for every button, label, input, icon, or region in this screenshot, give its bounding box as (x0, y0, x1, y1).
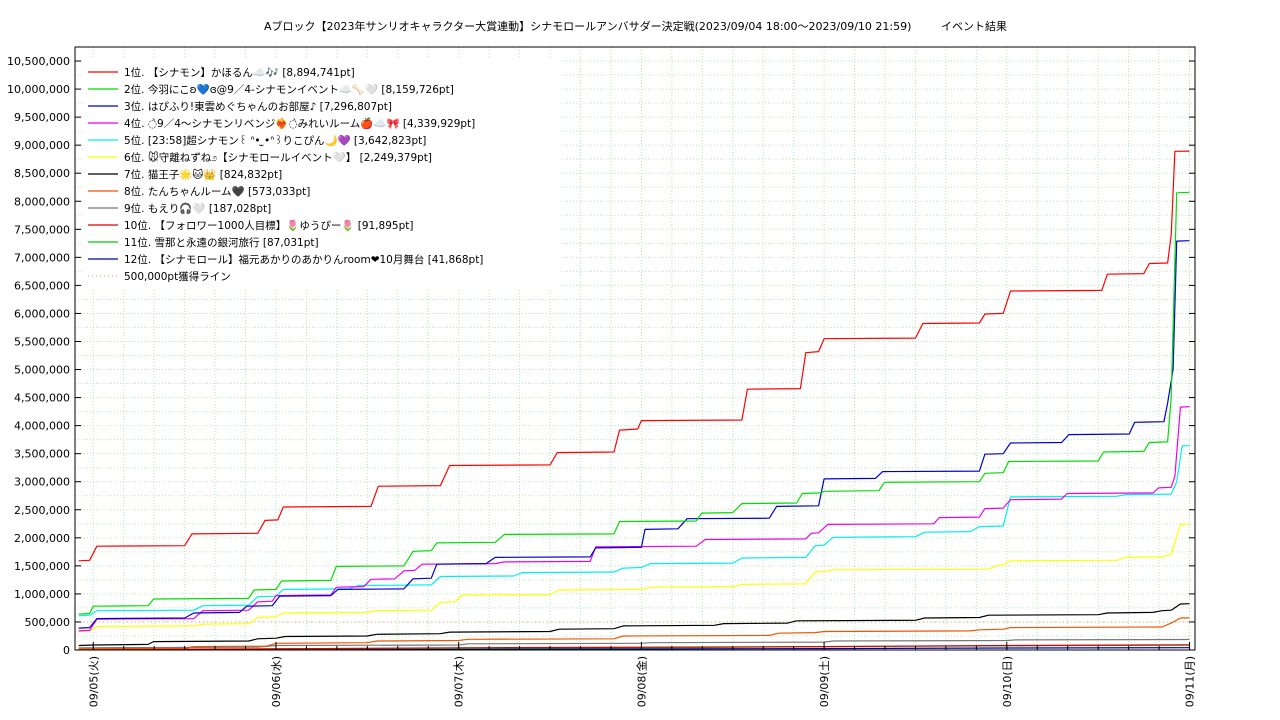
series-line (78, 150, 1190, 562)
series-line (78, 445, 1190, 617)
y-tick-label: 4,000,000 (14, 420, 70, 433)
legend-entry: 1位. 【シナモン】かほるん☁️🎶 [8,894,741pt] (124, 66, 355, 79)
chart-subtitle: イベント結果 (941, 19, 1007, 33)
x-tick-label: 09/06(水) (270, 656, 283, 707)
series-line (78, 638, 1190, 649)
series-line (78, 406, 1190, 632)
legend-entry: 6位. 🐭守離ねずね೨【シナモロールイベント🤍】 [2,249,379pt] (124, 151, 432, 164)
legend-entry: 3位. はぴふり!東雲めぐちゃんのお部屋♪ [7,296,807pt] (124, 100, 392, 113)
y-tick-label: 2,500,000 (14, 504, 70, 517)
y-tick-label: 6,000,000 (14, 307, 70, 320)
x-tick-label: 09/11(月) (1184, 656, 1197, 707)
y-tick-label: 1,000,000 (14, 588, 70, 601)
y-tick-label: 8,500,000 (14, 167, 70, 180)
legend-entry: 8位. たんちゃんルーム🖤 [573,033pt] (124, 185, 310, 198)
y-tick-label: 7,500,000 (14, 223, 70, 236)
legend-entry: 4位. ◌̀9／4〜シナモンリベンジ❤️‍🔥◌̀みれいルーム🍎☁️🎀 [4,33… (124, 117, 475, 130)
series-line (78, 617, 1190, 650)
y-tick-label: 5,000,000 (14, 364, 70, 377)
legend-box (82, 58, 560, 288)
y-tick-label: 500,000 (25, 616, 71, 629)
legend-entry: 7位. 猫王子🌟🐱👑 [824,832pt] (124, 168, 282, 181)
x-tick-label: 09/08(金) (634, 656, 648, 707)
x-tick-label: 09/07(木) (453, 656, 466, 707)
y-tick-label: 10,000,000 (7, 83, 70, 96)
legend-entry: 12位. 【シナモロール】福元あかりのあかりんroom❤︎10月舞台 [41,8… (124, 253, 483, 266)
x-tick-label: 09/05(火) (87, 656, 100, 707)
y-tick-label: 0 (63, 644, 70, 657)
legend-entry: 9位. もえり🎧🤍 [187,028pt] (124, 202, 271, 215)
y-tick-label: 4,500,000 (14, 392, 70, 405)
series-line (78, 240, 1190, 629)
y-tick-label: 8,000,000 (14, 195, 70, 208)
chart-title: Aブロック【2023年サンリオキャラクター大賞連動】シナモロールアンバサダー決定… (264, 19, 911, 33)
y-tick-label: 5,500,000 (14, 335, 70, 348)
axes: 0 500,000 1,000,000 1,500,000 2,000,000 2,500… (7, 55, 1197, 707)
legend-entry: 2位. 今羽にこʚ💙ɞ@9／4-シナモンイベント☁️🦴🤍 [8,159,726p… (124, 83, 454, 96)
legend: 1位. 【シナモン】かほるん☁️🎶 [8,894,741pt] 2位. 今羽にこʚ… (82, 58, 560, 288)
series-line (78, 603, 1190, 647)
legend-entry: 5位. [23:58]超シナモン꒰ ᐢ• ̫•ᐢ꒱りこぴん🌙💜 [3,642,8… (124, 134, 426, 147)
x-tick-label: 09/10(日) (1001, 656, 1014, 707)
legend-entry: 11位. 雪那と永遠の銀河旅行 [87,031pt] (124, 236, 319, 249)
plot-frame (74, 46, 1196, 651)
x-tick-label: 09/09(土) (818, 656, 831, 707)
series-line (78, 191, 1190, 615)
y-tick-label: 7,000,000 (14, 251, 70, 264)
series-line (78, 523, 1190, 633)
y-tick-label: 10,500,000 (7, 55, 70, 68)
legend-entry: 10位. 【フォロワー1000人目標】🌷ゆうぴー🌷 [91,895pt] (124, 219, 413, 232)
y-tick-label: 3,000,000 (14, 476, 70, 489)
y-tick-label: 3,500,000 (14, 448, 70, 461)
y-tick-label: 1,500,000 (14, 560, 70, 573)
y-tick-label: 9,000,000 (14, 139, 70, 152)
y-tick-label: 6,500,000 (14, 279, 70, 292)
legend-entry: 500,000pt獲得ライン (124, 270, 231, 283)
y-tick-label: 2,000,000 (14, 532, 70, 545)
y-tick-label: 9,500,000 (14, 111, 70, 124)
